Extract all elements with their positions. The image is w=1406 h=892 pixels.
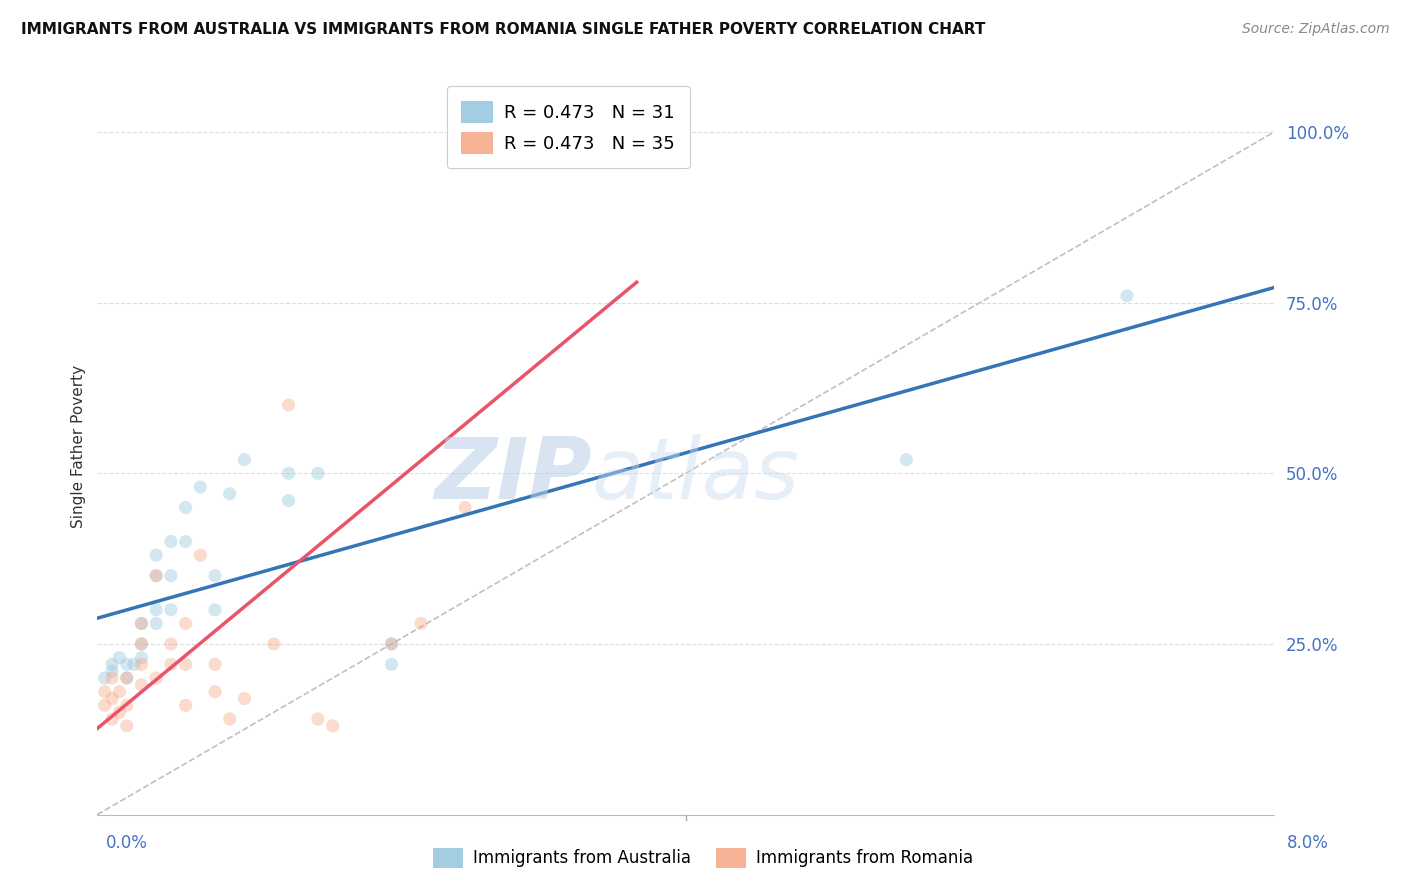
Point bbox=[174, 616, 197, 631]
Point bbox=[131, 678, 153, 692]
Point bbox=[307, 712, 329, 726]
Point bbox=[188, 548, 211, 562]
Point bbox=[204, 568, 226, 582]
Text: Source: ZipAtlas.com: Source: ZipAtlas.com bbox=[1241, 22, 1389, 37]
Point bbox=[277, 467, 299, 481]
Point bbox=[498, 125, 520, 139]
Point bbox=[115, 671, 138, 685]
Text: atlas: atlas bbox=[592, 434, 800, 517]
Point bbox=[101, 691, 124, 706]
Point bbox=[160, 657, 183, 672]
Point bbox=[122, 657, 145, 672]
Point bbox=[93, 684, 115, 698]
Point bbox=[160, 637, 183, 651]
Point bbox=[115, 657, 138, 672]
Point bbox=[380, 637, 402, 651]
Legend: R = 0.473   N = 31, R = 0.473   N = 35: R = 0.473 N = 31, R = 0.473 N = 35 bbox=[447, 87, 689, 169]
Point bbox=[322, 719, 344, 733]
Point bbox=[204, 603, 226, 617]
Point bbox=[145, 603, 167, 617]
Y-axis label: Single Father Poverty: Single Father Poverty bbox=[72, 365, 86, 527]
Point bbox=[233, 452, 256, 467]
Point bbox=[204, 684, 226, 698]
Point bbox=[131, 657, 153, 672]
Point bbox=[174, 500, 197, 515]
Point bbox=[101, 671, 124, 685]
Point bbox=[307, 467, 329, 481]
Point bbox=[145, 568, 167, 582]
Text: 0.0%: 0.0% bbox=[105, 834, 148, 852]
Point bbox=[409, 616, 432, 631]
Point bbox=[131, 616, 153, 631]
Point bbox=[108, 684, 131, 698]
Point bbox=[174, 657, 197, 672]
Point bbox=[1116, 289, 1139, 303]
Point bbox=[93, 671, 115, 685]
Point bbox=[174, 698, 197, 713]
Point bbox=[380, 637, 402, 651]
Point bbox=[896, 452, 918, 467]
Point bbox=[145, 671, 167, 685]
Point bbox=[145, 548, 167, 562]
Point bbox=[145, 568, 167, 582]
Legend: Immigrants from Australia, Immigrants from Romania: Immigrants from Australia, Immigrants fr… bbox=[426, 841, 980, 875]
Text: 8.0%: 8.0% bbox=[1286, 834, 1329, 852]
Point bbox=[380, 657, 402, 672]
Point bbox=[115, 719, 138, 733]
Point bbox=[93, 698, 115, 713]
Point bbox=[160, 603, 183, 617]
Point bbox=[277, 398, 299, 412]
Point bbox=[131, 616, 153, 631]
Point bbox=[108, 650, 131, 665]
Point bbox=[527, 125, 550, 139]
Text: IMMIGRANTS FROM AUSTRALIA VS IMMIGRANTS FROM ROMANIA SINGLE FATHER POVERTY CORRE: IMMIGRANTS FROM AUSTRALIA VS IMMIGRANTS … bbox=[21, 22, 986, 37]
Point bbox=[218, 487, 240, 501]
Point bbox=[174, 534, 197, 549]
Point bbox=[454, 500, 477, 515]
Point bbox=[108, 705, 131, 719]
Point bbox=[131, 650, 153, 665]
Point bbox=[115, 671, 138, 685]
Point bbox=[218, 712, 240, 726]
Point bbox=[115, 698, 138, 713]
Point bbox=[101, 712, 124, 726]
Point bbox=[160, 534, 183, 549]
Point bbox=[204, 657, 226, 672]
Text: ZIP: ZIP bbox=[434, 434, 592, 517]
Point bbox=[188, 480, 211, 494]
Point bbox=[263, 637, 285, 651]
Point bbox=[131, 637, 153, 651]
Point bbox=[101, 665, 124, 679]
Point bbox=[277, 493, 299, 508]
Point bbox=[233, 691, 256, 706]
Point bbox=[160, 568, 183, 582]
Point bbox=[101, 657, 124, 672]
Point bbox=[145, 616, 167, 631]
Point bbox=[131, 637, 153, 651]
